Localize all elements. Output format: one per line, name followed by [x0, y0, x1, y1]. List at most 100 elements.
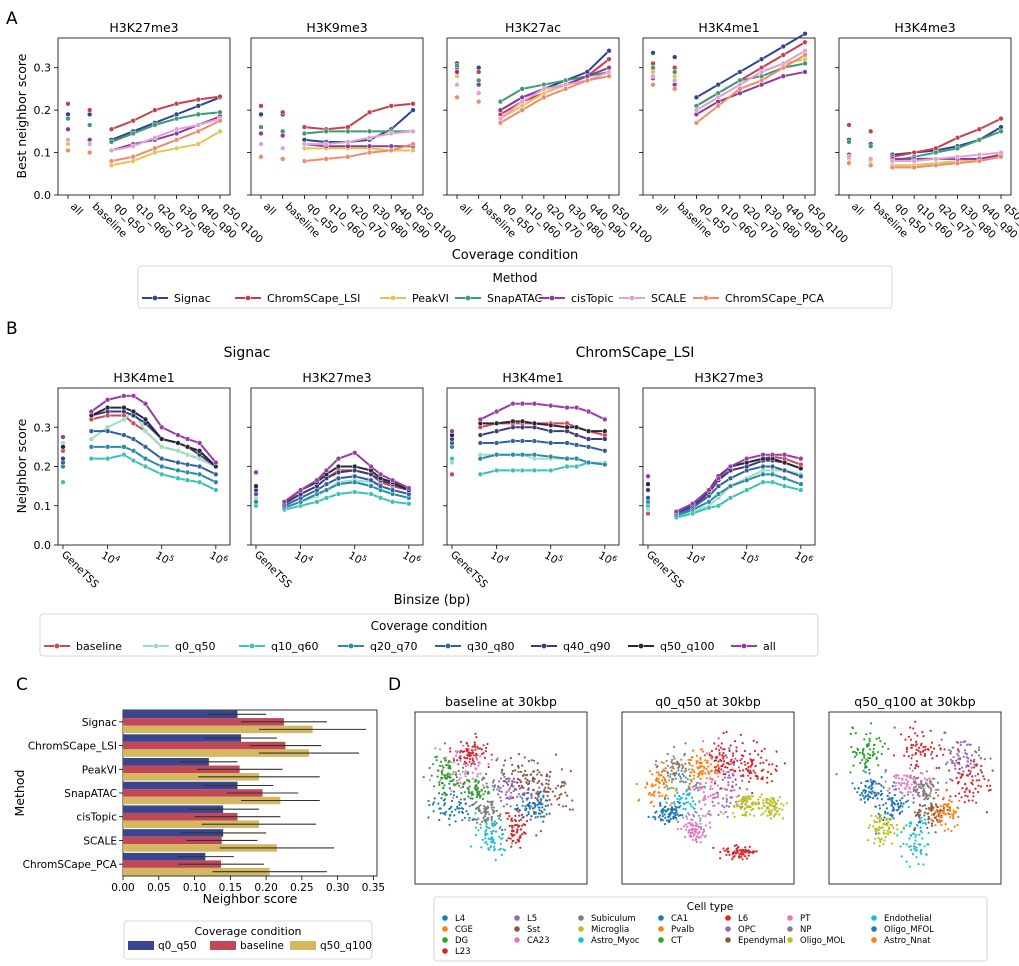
panel-d-cell-point — [919, 804, 922, 807]
panel-d-cell-point — [768, 763, 771, 766]
panel-b-log-tick: 105 — [738, 549, 761, 566]
panel-d-cell-point — [493, 784, 497, 787]
panel-d-cell-point — [853, 787, 856, 790]
panel-d-cell-point — [717, 775, 720, 778]
panel-b-point-all — [548, 403, 554, 409]
panel-d-cell-point — [751, 803, 755, 806]
panel-d-cell-point — [542, 820, 545, 823]
panel-d-cell-point — [909, 821, 912, 824]
panel-d-cell-point — [468, 816, 471, 819]
panel-d-cell-point — [679, 780, 682, 783]
panel-d-cell-point — [733, 789, 736, 792]
panel-d-cell-point — [664, 779, 667, 782]
panel-d-cell-point — [516, 828, 519, 831]
panel-b-genetss-point-all — [449, 428, 455, 434]
panel-d-cell-point — [977, 784, 980, 787]
panel-a-ytick-label: 0.2 — [34, 104, 52, 117]
panel-d-cell-point — [863, 754, 866, 758]
panel-d-cell-point — [450, 810, 453, 814]
panel-d-cell-point — [701, 831, 704, 834]
panel-d-cell-point — [448, 823, 451, 826]
panel-d-legend-label: L23 — [455, 947, 471, 957]
panel-d-cell-point — [428, 779, 431, 782]
panel-d-cell-point — [717, 813, 720, 817]
panel-d-cell-point — [481, 838, 484, 841]
panel-d-cell-point — [725, 797, 728, 800]
panel-d-cell-point — [490, 758, 493, 761]
panel-d-cell-point — [432, 810, 435, 813]
panel-d-cell-point — [740, 849, 744, 852]
panel-d-legend-label: Endothelial — [884, 914, 932, 924]
panel-d-cell-point — [475, 752, 478, 756]
panel-b-point-q40_q90 — [335, 469, 342, 476]
panel-d-cell-point — [471, 777, 475, 780]
panel-d-cell-point — [914, 744, 917, 747]
panel-d-cell-point — [694, 837, 698, 840]
panel-d-cell-point — [929, 789, 933, 792]
panel-d-cell-point — [538, 771, 541, 774]
panel-d-legend-label: Oligo_MFOL — [884, 925, 934, 935]
panel-d-cell-point — [719, 787, 722, 790]
panel-d-cell-point — [527, 760, 531, 763]
panel-d-cell-point — [448, 764, 451, 768]
panel-d-cell-point — [480, 788, 483, 791]
panel-d-cell-point — [979, 769, 982, 772]
panel-d-cell-point — [450, 789, 453, 793]
panel-b-xtick-label: GeneTSS — [448, 549, 490, 591]
panel-d-cell-point — [427, 816, 430, 819]
panel-d-cell-point — [741, 858, 744, 861]
panel-d-cell-point — [897, 787, 901, 791]
panel-b-subplot-title: H3K27me3 — [694, 370, 763, 385]
panel-d-cell-point — [888, 831, 891, 834]
panel-b-point-q50_q100 — [159, 436, 165, 442]
panel-b-series-line-q20_q70 — [676, 473, 802, 517]
panel-d-cell-point — [494, 823, 497, 826]
panel-d-cell-point — [709, 776, 712, 779]
panel-d-cell-point — [462, 763, 465, 766]
panel-d-cell-point — [949, 750, 953, 753]
panel-d-cell-point — [916, 794, 920, 797]
panel-d-legend-label: Subiculum — [591, 914, 636, 924]
panel-d-cell-point — [675, 818, 678, 821]
panel-d-cell-point — [492, 809, 495, 813]
panel-d-cell-point — [968, 789, 971, 792]
panel-d-cell-point — [686, 778, 689, 781]
panel-d-cell-point — [866, 743, 869, 746]
panel-d-cell-point — [947, 812, 950, 815]
panel-b-series-line-q10_q60 — [91, 453, 217, 491]
panel-b-point-q10_q60 — [573, 463, 580, 470]
panel-d: baseline at 30kbp q0_q50 at 30kbp q50_q100… — [414, 694, 1002, 962]
panel-d-cell-point — [687, 831, 690, 834]
panel-d-cell-point — [511, 829, 514, 832]
panel-d-cell-point — [778, 807, 781, 811]
panel-d-cell-point — [483, 777, 486, 780]
panel-d-cell-point — [929, 746, 932, 749]
panel-d-cell-point — [548, 798, 551, 802]
panel-d-cell-point — [499, 814, 502, 818]
panel-d-cell-point — [699, 782, 702, 785]
panel-b-log-base: 10 — [738, 549, 756, 566]
panel-b-point-q20_q70 — [531, 452, 538, 458]
panel-d-cell-point — [939, 808, 942, 811]
panel-a-point-scale — [108, 147, 115, 154]
panel-d-cell-point — [713, 770, 717, 773]
panel-a-point-scale — [650, 73, 656, 79]
panel-d-cell-point — [927, 821, 930, 824]
panel-d-cell-point — [695, 835, 698, 838]
panel-d-cell-point — [930, 809, 933, 813]
panel-b-point-all — [564, 404, 570, 411]
panel-d-cell-point — [721, 778, 724, 782]
panel-d-cell-point — [889, 823, 892, 827]
panel-d-cell-point — [444, 792, 447, 795]
panel-d-cell-point — [499, 799, 503, 803]
panel-d-cell-point — [477, 747, 480, 750]
panel-d-cell-point — [762, 812, 765, 815]
panel-b-point-all — [673, 508, 679, 515]
panel-d-cell-point — [500, 790, 503, 793]
panel-c-xtick-label: 0.20 — [254, 882, 277, 894]
panel-d-cell-point — [785, 802, 788, 805]
panel-d-cell-point — [869, 732, 872, 735]
panel-b-point-q10_q60 — [715, 503, 722, 509]
panel-b-legend-label: baseline — [76, 640, 122, 653]
